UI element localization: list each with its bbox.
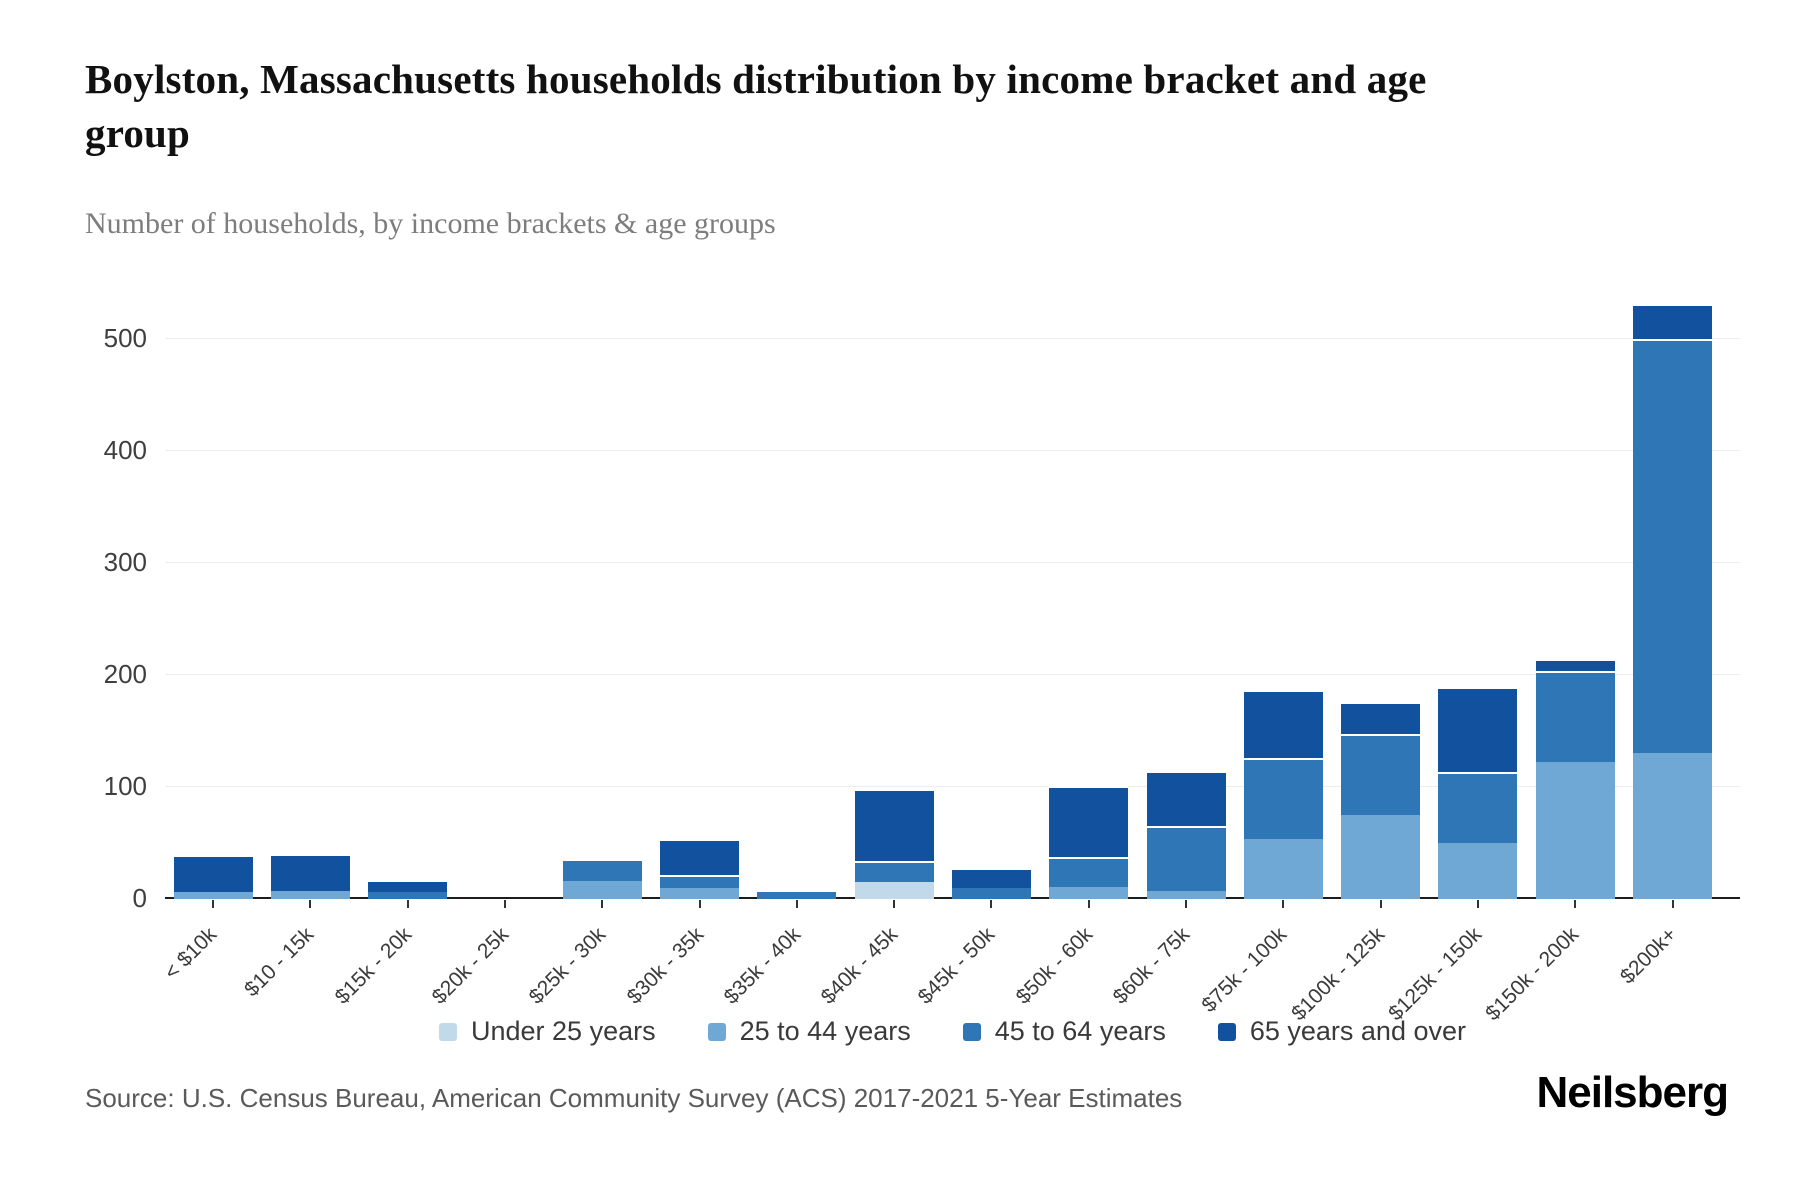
bar-15k-20k <box>368 880 448 899</box>
bar-segment <box>1633 304 1712 339</box>
bar-segment <box>562 859 642 881</box>
y-tick-label-100: 100 <box>103 771 147 801</box>
legend-swatch <box>962 1022 981 1041</box>
x-axis-tick <box>795 900 798 908</box>
bar-segment <box>1243 690 1323 758</box>
legend-item-under-25-years: Under 25 years <box>439 1016 656 1047</box>
bar-segment <box>270 891 350 899</box>
legend-swatch <box>439 1022 457 1041</box>
bar-segment <box>1243 758 1323 839</box>
chart-subtitle: Number of households, by income brackets… <box>85 207 776 240</box>
bar-segment <box>173 892 253 899</box>
bar-segment <box>757 892 837 899</box>
legend-label: 45 to 64 years <box>994 1016 1166 1046</box>
bar-segment <box>854 789 934 861</box>
x-axis-tick <box>698 900 701 908</box>
x-axis-tick <box>309 900 312 908</box>
bar-segment <box>660 888 739 899</box>
legend-swatch <box>1217 1022 1236 1041</box>
bar-50k-60k <box>1049 786 1129 899</box>
bar-60k-75k <box>1146 771 1226 899</box>
x-axis-tick <box>1185 900 1187 908</box>
legend-swatch <box>707 1022 726 1041</box>
bar-35k-40k <box>757 892 837 899</box>
gridline-100 <box>165 786 1740 787</box>
x-axis-tick <box>893 900 896 908</box>
bar-segment <box>1049 887 1129 899</box>
bar-10-15k <box>270 854 350 899</box>
bar-150k-200k <box>1535 659 1615 899</box>
bar-segment <box>1146 826 1226 891</box>
y-tick-label-300: 300 <box>103 547 147 577</box>
bar-segment <box>270 854 350 891</box>
bar-segment <box>854 861 934 882</box>
page-title: Boylston, Massachusetts households distr… <box>85 56 1427 157</box>
legend-label: 65 years and over <box>1249 1016 1466 1046</box>
gridline-400 <box>165 450 1740 451</box>
bar-segment <box>173 855 253 892</box>
x-axis-tick <box>1282 900 1285 908</box>
source-text: Source: U.S. Census Bureau, American Com… <box>85 1083 1183 1113</box>
y-tick-label-500: 500 <box>103 323 147 353</box>
bar-200k <box>1633 304 1712 899</box>
x-axis-tick <box>990 900 993 908</box>
bar-segment <box>660 875 739 888</box>
brand-logo: Neilsberg <box>1536 1068 1729 1117</box>
chart-plot-area: 0 100 200 300 400 500 < $10k $10 - 15k $15k - 20… <box>104 284 1740 1025</box>
y-tick-label-0: 0 <box>132 883 147 913</box>
bar-25k-30k <box>562 859 642 899</box>
bar-segment <box>660 839 739 875</box>
bar-40k-45k <box>854 789 934 899</box>
legend-item-45-to-64-years: 45 to 64 years <box>962 1016 1166 1047</box>
y-tick-label-400: 400 <box>103 435 147 465</box>
bar-segment <box>1535 671 1615 762</box>
chart-legend: Under 25 years 25 to 44 years 45 to 64 yea… <box>165 1016 1740 1047</box>
bar-segment <box>1535 762 1615 899</box>
bar-segment <box>562 881 642 899</box>
bar-45k-50k <box>951 868 1031 899</box>
bar-100k-125k <box>1341 702 1421 899</box>
bar-segment <box>1438 843 1518 899</box>
bar-segment <box>1633 753 1712 899</box>
bar-segment <box>368 892 448 899</box>
x-axis-tick <box>1087 900 1090 908</box>
x-axis-tick <box>1574 900 1577 908</box>
bar-30k-35k <box>660 839 739 899</box>
bar-segment <box>1341 734 1421 815</box>
x-axis-tick <box>1671 900 1674 908</box>
bar-segment <box>951 868 1031 888</box>
bar-segment <box>951 888 1031 899</box>
bar-segment <box>1438 687 1518 772</box>
x-axis-tick <box>212 900 214 908</box>
bar-125k-150k <box>1438 687 1518 899</box>
y-tick-label-200: 200 <box>103 659 147 689</box>
bar-segment <box>1438 772 1518 843</box>
bar-segment <box>1341 702 1421 734</box>
bar-segment <box>1146 891 1226 899</box>
x-axis-tick <box>601 900 604 908</box>
bar-segment <box>1341 815 1421 899</box>
x-axis-tick <box>1476 900 1479 908</box>
legend-item-65-years-and-over: 65 years and over <box>1217 1016 1466 1047</box>
legend-item-25-to-44-years: 25 to 44 years <box>707 1016 911 1047</box>
bar-segment <box>1049 857 1129 887</box>
legend-label: Under 25 years <box>471 1016 656 1046</box>
x-axis-tick <box>406 900 409 908</box>
bar-segment <box>854 882 934 899</box>
legend-label: 25 to 44 years <box>739 1016 911 1046</box>
bar-75k-100k <box>1243 690 1323 899</box>
gridline-200 <box>165 674 1740 675</box>
bar-segment <box>1633 339 1712 753</box>
gridline-300 <box>165 562 1740 563</box>
gridline-500 <box>165 338 1740 339</box>
bar-segment <box>368 880 448 892</box>
bar-segment <box>1146 771 1226 826</box>
x-axis-tick <box>503 900 506 908</box>
x-axis-tick <box>1379 900 1382 908</box>
bar-segment <box>1243 839 1323 899</box>
bar-10k <box>173 855 253 899</box>
bar-segment <box>1049 786 1129 857</box>
bar-segment <box>1535 659 1615 671</box>
